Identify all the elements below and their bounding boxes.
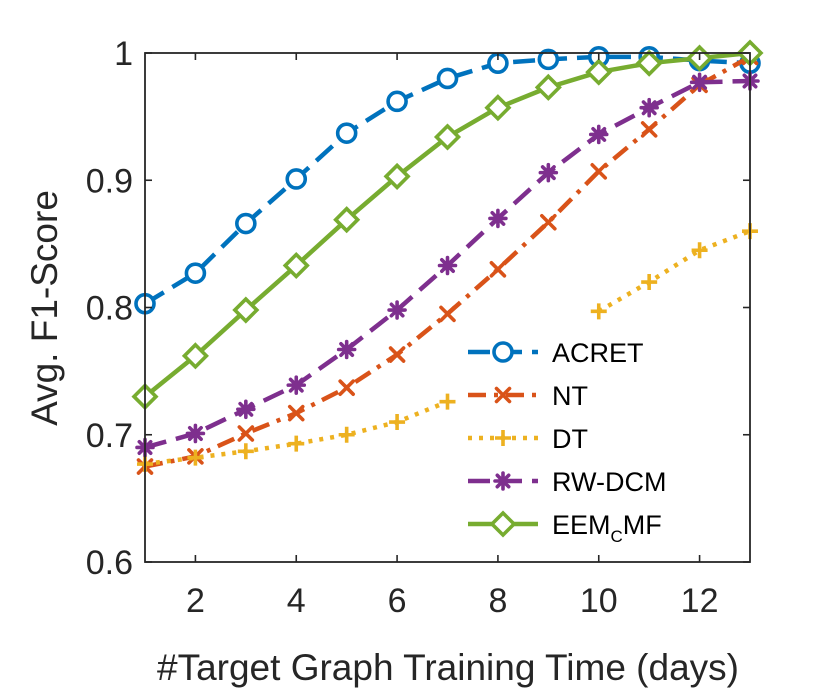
data-point-rw-dcm [639,97,659,118]
data-point-acret [386,90,408,113]
data-point-dt [641,274,658,291]
y-axis-label: Avg. F1-Score [24,190,65,426]
data-point-dt [590,303,607,320]
legend-entry-rw-dcm: RW-DCM [468,467,667,497]
data-point-rw-dcm [286,375,307,395]
data-point-eemcmf [585,58,613,86]
data-point-dt [389,414,406,431]
x-tick-label: 12 [681,582,719,620]
axes: 2 4 6 8 10 12 0.6 0.7 0.8 0.9 1 [86,35,751,620]
data-point-rw-dcm [336,339,357,360]
legend-swatch-marker [489,510,517,538]
legend-label: DT [552,424,588,454]
data-point-acret [235,212,257,235]
x-tick-label: 2 [186,582,205,620]
data-point-rw-dcm [236,399,256,420]
legend-entry-nt: NT [468,381,588,411]
data-point-eemcmf [282,251,310,280]
legend-swatch-marker [493,471,513,491]
legend-swatch-marker [494,386,512,404]
legend-label: EEMCMF [552,510,662,546]
data-point-eemcmf [534,73,562,101]
data-point-acret [436,67,459,90]
y-tick-label: 1 [114,35,133,73]
legend-swatch-marker [492,341,514,363]
data-point-eemcmf [433,123,462,151]
data-point-nt [540,213,557,231]
x-tick-label: 4 [287,582,306,620]
x-tick-label: 6 [388,582,407,620]
data-point-eemcmf [484,94,512,122]
data-point-rw-dcm [538,162,559,183]
legend: ACRET NT DT RW-DCM EEMCMF [468,338,667,546]
data-point-rw-dcm [387,300,407,320]
x-axis-label: #Target Graph Training Time (days) [157,647,739,688]
data-point-eemcmf [232,296,260,324]
data-point-rw-dcm [185,423,206,444]
series-line-dt [597,229,751,314]
legend-label: NT [552,381,588,411]
data-point-dt [237,443,254,460]
data-point-dt [338,426,355,443]
data-point-nt [338,379,355,396]
data-point-dt [187,449,204,466]
x-tick-label: 10 [580,582,618,620]
data-point-nt [237,425,255,442]
legend-swatch-marker [495,430,511,446]
data-point-dt [439,393,456,410]
legend-entry-acret: ACRET [468,338,644,368]
data-point-nt [640,121,658,138]
data-point-dt [691,242,708,259]
y-tick-label: 0.9 [86,162,133,200]
data-point-rw-dcm [689,72,710,93]
plot-area [131,39,764,562]
legend-label: RW-DCM [552,467,667,497]
legend-label: ACRET [552,338,644,368]
data-point-acret [184,262,207,284]
legend-entry-eemcmf: EEMCMF [468,510,662,546]
data-point-nt [489,261,507,278]
data-point-acret [285,168,308,190]
data-point-rw-dcm [588,124,609,145]
data-point-nt [388,346,406,363]
data-point-nt [287,404,305,422]
x-tick-label: 8 [488,582,507,620]
data-point-eemcmf [383,162,411,190]
y-tick-label: 0.6 [86,544,133,582]
data-point-rw-dcm [437,255,458,276]
data-point-eemcmf [333,206,361,234]
data-point-rw-dcm [488,208,508,229]
legend-entry-dt: DT [468,424,588,454]
data-point-acret [537,48,560,71]
data-point-nt [590,163,608,180]
y-tick-label: 0.7 [86,417,133,455]
data-point-eemcmf [635,49,663,77]
data-point-eemcmf [181,342,209,370]
y-tick-label: 0.8 [86,290,133,328]
data-point-dt [288,435,305,452]
data-point-nt [439,305,456,323]
data-point-acret [335,122,358,144]
